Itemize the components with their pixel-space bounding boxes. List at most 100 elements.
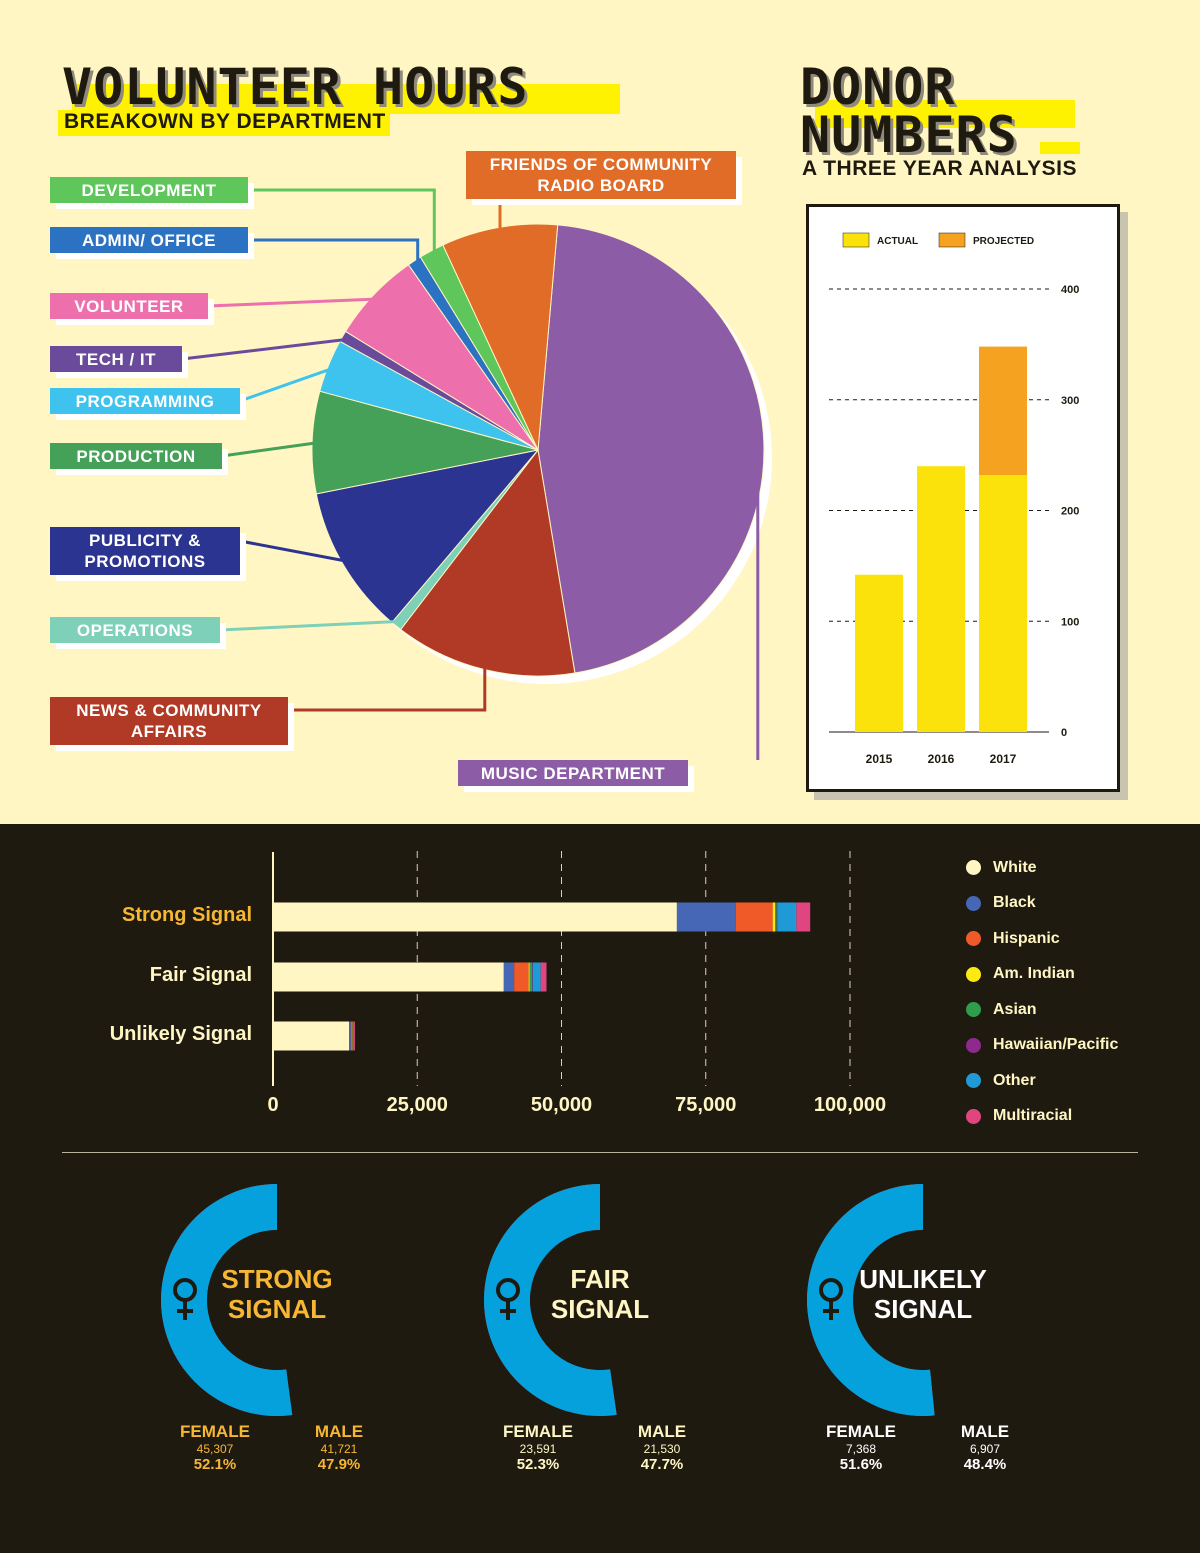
y-tick-400: 400 bbox=[1061, 284, 1079, 296]
tag-music-department: MUSIC DEPARTMENT bbox=[458, 760, 688, 786]
donut-title-line: FAIR bbox=[570, 1264, 629, 1294]
leader-line-operations bbox=[219, 619, 401, 632]
top-section: VOLUNTEER HOURS BREAKOWN BY DEPARTMENT D… bbox=[50, 58, 1120, 792]
male-symbol-icon bbox=[354, 1284, 386, 1317]
category-label-strong-signal: Strong Signal bbox=[122, 904, 252, 926]
legend-label-actual: ACTUAL bbox=[877, 236, 918, 247]
male-symbol-icon bbox=[1000, 1284, 1032, 1317]
donut-slice-male bbox=[807, 1184, 935, 1416]
tag-admin-office: ADMIN/ OFFICE bbox=[50, 227, 248, 253]
tag-development: DEVELOPMENT bbox=[50, 177, 248, 203]
leader-line-tech-it bbox=[181, 337, 349, 361]
stat-male-unlikely-signal: MALE 6,907 48.4% bbox=[925, 1422, 1045, 1473]
title-highlight bbox=[72, 84, 620, 114]
legend-item-white: White bbox=[966, 850, 1118, 886]
bar-projected-2017 bbox=[979, 346, 1027, 476]
legend-dot bbox=[966, 931, 981, 947]
legend-item-hispanic: Hispanic bbox=[966, 921, 1118, 957]
tag-label: DEVELOPMENT bbox=[81, 180, 217, 200]
tag-label: PUBLICITY & PROMOTIONS bbox=[84, 531, 206, 571]
stat-label: FEMALE bbox=[503, 1422, 573, 1441]
donut-hole bbox=[207, 1230, 347, 1370]
bar-fair-signal-other bbox=[532, 962, 541, 992]
x-tick-2017: 2017 bbox=[990, 752, 1017, 766]
stat-count: 7,368 bbox=[845, 1442, 877, 1456]
leader-line-programming bbox=[239, 366, 335, 403]
x-tick-label: 25,000 bbox=[386, 1094, 448, 1116]
tag-publicity-promotions: PUBLICITY & PROMOTIONS bbox=[50, 527, 240, 575]
bar-fair-signal-am-indian bbox=[528, 962, 530, 992]
female-symbol-icon bbox=[819, 1278, 843, 1320]
legend-label: Other bbox=[993, 1071, 1036, 1089]
leader-line-production bbox=[221, 441, 319, 458]
legend-dot bbox=[966, 895, 981, 911]
legend-dot bbox=[966, 1108, 981, 1124]
tag-friends-of-community-radio-board: FRIENDS OF COMMUNITY RADIO BOARD bbox=[466, 151, 736, 199]
stat-pct: 52.1% bbox=[193, 1456, 237, 1473]
donut-slice-male bbox=[160, 1184, 293, 1416]
legend-item-asian: Asian bbox=[966, 992, 1118, 1028]
stat-pct: 51.6% bbox=[839, 1456, 883, 1473]
bar-unlikely-signal-other bbox=[353, 1021, 354, 1051]
stat-male-strong-signal: MALE 41,721 47.9% bbox=[279, 1422, 399, 1473]
donut-title-line: SIGNAL bbox=[228, 1294, 326, 1324]
bar-strong-signal-hispanic bbox=[735, 902, 773, 932]
donor-title-highlight-2 bbox=[1040, 142, 1080, 154]
tag-label: PROGRAMMING bbox=[75, 391, 215, 411]
stat-count: 45,307 bbox=[196, 1442, 234, 1456]
y-tick-0: 0 bbox=[1061, 727, 1067, 739]
donut-slice-male bbox=[484, 1184, 617, 1416]
legend-item-other: Other bbox=[966, 1063, 1118, 1099]
stat-female-strong-signal: FEMALE 45,307 52.1% bbox=[155, 1422, 275, 1473]
tag-label: FRIENDS OF COMMUNITY RADIO BOARD bbox=[489, 155, 713, 195]
stat-female-unlikely-signal: FEMALE 7,368 51.6% bbox=[801, 1422, 921, 1473]
bar-unlikely-signal-white bbox=[273, 1021, 350, 1051]
tag-label: ADMIN/ OFFICE bbox=[82, 230, 216, 250]
donor-subtitle: A THREE YEAR ANALYSIS bbox=[802, 157, 1077, 180]
bar-actual-2015 bbox=[855, 574, 903, 732]
tag-production: PRODUCTION bbox=[50, 443, 222, 469]
stat-label: MALE bbox=[314, 1422, 364, 1441]
category-label-unlikely-signal: Unlikely Signal bbox=[109, 1023, 252, 1045]
tag-label: NEWS & COMMUNITY AFFAIRS bbox=[76, 701, 262, 741]
legend-label: Multiracial bbox=[993, 1107, 1073, 1125]
stat-pct: 52.3% bbox=[516, 1456, 560, 1473]
legend-swatch-projected bbox=[938, 232, 966, 248]
legend-item-am-indian: Am. Indian bbox=[966, 957, 1118, 993]
leader-line-news-community-affairs bbox=[288, 663, 487, 712]
stat-count: 21,530 bbox=[643, 1442, 681, 1456]
stat-label: MALE bbox=[960, 1422, 1010, 1441]
leader-line-admin-office bbox=[248, 238, 420, 266]
tag-volunteer: VOLUNTEER bbox=[50, 293, 208, 319]
legend-dot bbox=[966, 966, 981, 982]
pie-slice-publicity-promotions bbox=[315, 449, 540, 624]
tag-label: TECH / IT bbox=[75, 349, 157, 369]
legend-dot bbox=[966, 1073, 981, 1089]
ethnicity-legend: White Black Hispanic Am. Indian Asian Hawaiia… bbox=[966, 850, 1118, 1134]
bar-fair-signal-white bbox=[273, 962, 504, 992]
x-tick-2015: 2015 bbox=[866, 752, 893, 766]
stat-pct: 47.9% bbox=[317, 1456, 361, 1473]
x-tick-2016: 2016 bbox=[928, 752, 955, 766]
tag-label: PRODUCTION bbox=[76, 446, 196, 466]
donor-title-highlight bbox=[815, 100, 1075, 128]
bar-strong-signal-white bbox=[273, 902, 677, 932]
legend-dot bbox=[966, 1037, 981, 1053]
bar-strong-signal-black bbox=[676, 902, 736, 932]
donor-title-line2: NUMBERS bbox=[800, 106, 1018, 164]
volunteer-pie-chart bbox=[181, 188, 772, 760]
legend-swatch-actual bbox=[842, 232, 870, 248]
stat-male-fair-signal: MALE 21,530 47.7% bbox=[602, 1422, 722, 1473]
female-symbol-icon bbox=[173, 1278, 197, 1320]
leader-line-development bbox=[248, 188, 436, 256]
donut-title-line: STRONG bbox=[221, 1264, 332, 1294]
bar-fair-signal-hispanic bbox=[514, 962, 529, 992]
x-tick-label: 100,000 bbox=[813, 1094, 887, 1116]
donor-title-line1: DONOR bbox=[800, 58, 956, 116]
x-tick-label: 0 bbox=[267, 1094, 279, 1116]
stat-label: FEMALE bbox=[180, 1422, 250, 1441]
tag-label: OPERATIONS bbox=[76, 620, 194, 640]
bar-strong-signal-other bbox=[777, 902, 797, 932]
